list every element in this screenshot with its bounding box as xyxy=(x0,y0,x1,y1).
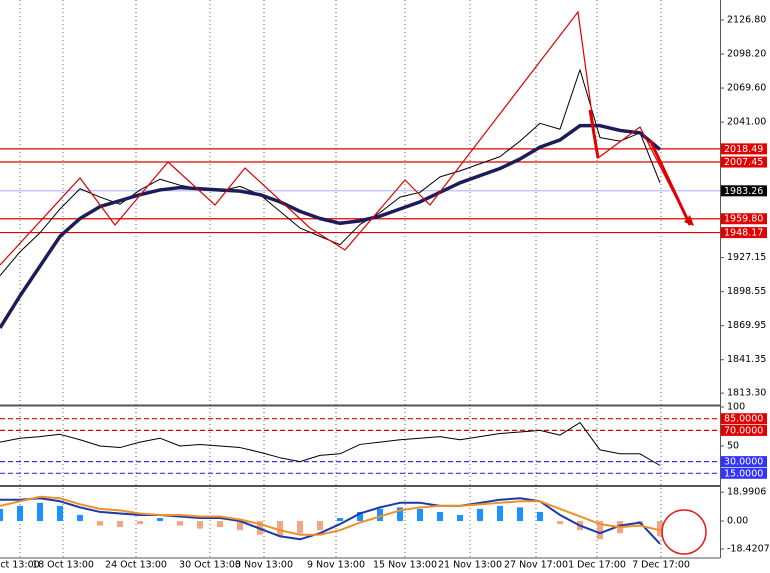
histogram-bar xyxy=(517,507,523,522)
histogram-bar xyxy=(417,508,423,522)
x-tick-label: 24 Oct 13:00 xyxy=(105,560,167,571)
histogram-bar xyxy=(497,505,503,522)
y-tick-label: 1869.95 xyxy=(727,320,766,331)
level-label-box xyxy=(721,143,767,155)
histogram-bar xyxy=(277,521,283,537)
histogram-bar xyxy=(357,511,363,522)
histogram-bar xyxy=(77,514,83,522)
histogram-bar xyxy=(457,514,463,522)
level-label-box xyxy=(721,156,767,168)
level-label-box xyxy=(721,227,767,239)
y-tick-label: 2069.60 xyxy=(727,83,766,94)
y-tick-label: 100 xyxy=(727,402,745,413)
level-label: 2007.45 xyxy=(724,157,763,168)
x-tick-label: 9 Nov 13:00 xyxy=(307,560,365,571)
level-label-box xyxy=(721,185,767,197)
series-line xyxy=(0,497,661,545)
level-label-box xyxy=(721,413,767,425)
x-tick-label: 15 Nov 13:00 xyxy=(373,560,437,571)
y-tick-label: 1813.30 xyxy=(727,388,766,399)
histogram-bar xyxy=(297,521,303,534)
histogram-bar xyxy=(57,505,63,522)
level-label: 1948.17 xyxy=(724,228,763,239)
grid xyxy=(0,0,724,558)
histogram-bar xyxy=(337,518,343,522)
level-label-box xyxy=(721,467,767,479)
x-tick-label: 1 Dec 17:00 xyxy=(568,560,626,571)
level-label: 1959.80 xyxy=(724,214,763,225)
histogram-bar xyxy=(377,508,383,522)
histogram-bar xyxy=(557,521,563,525)
histogram-bar xyxy=(137,521,143,525)
histogram-bar xyxy=(177,521,183,526)
histogram-bar xyxy=(397,507,403,522)
y-tick-label: 0.00 xyxy=(727,516,748,527)
histogram-bar xyxy=(537,511,543,522)
circle-annotation xyxy=(661,509,707,555)
x-tick-label: 27 Nov 17:00 xyxy=(504,560,568,571)
level-label-box xyxy=(721,456,767,468)
level-label: 2018.49 xyxy=(724,144,763,155)
arrow xyxy=(648,139,692,226)
level-label: 85.0000 xyxy=(724,414,763,425)
level-label: 15.0000 xyxy=(724,468,763,479)
histogram-bar xyxy=(37,502,43,522)
level-label-box xyxy=(721,424,767,436)
y-tick-label: 2041.00 xyxy=(727,117,766,128)
series-line xyxy=(0,422,661,466)
y-tick-label: 1841.35 xyxy=(727,354,766,365)
histogram-bar xyxy=(657,521,663,537)
histogram-bar xyxy=(317,521,323,531)
level-label: 30.0000 xyxy=(724,457,763,468)
series-line xyxy=(0,123,662,329)
x-tick-label: 7 Dec 17:00 xyxy=(632,560,690,571)
histogram-bar xyxy=(437,511,443,522)
y-tick-label: 1927.15 xyxy=(727,252,766,263)
histogram-bar xyxy=(597,521,603,540)
x-tick-label: 21 Nov 13:00 xyxy=(438,560,502,571)
x-tick-label: 18 Oct 13:00 xyxy=(32,560,94,571)
y-tick-label: -18.4207 xyxy=(727,544,770,555)
arrow xyxy=(588,109,600,159)
series-line xyxy=(0,495,661,536)
level-label-box xyxy=(721,213,767,225)
plot xyxy=(0,69,663,545)
y-tick-label: 1898.55 xyxy=(727,286,766,297)
histogram-bar xyxy=(157,518,163,522)
histogram-bar xyxy=(97,521,103,526)
histogram-bar xyxy=(0,508,3,522)
x-tick-label: 3 Nov 13:00 xyxy=(235,560,293,571)
histogram-bar xyxy=(477,508,483,522)
level-label: 1983.26 xyxy=(724,186,763,197)
y-tick-label: 2098.20 xyxy=(727,49,766,60)
histogram-bar xyxy=(237,521,243,531)
histogram-bar xyxy=(117,521,123,528)
histogram-bar xyxy=(217,521,223,528)
histogram-bar xyxy=(17,505,23,522)
y-tick-label: 50 xyxy=(727,441,739,452)
y-tick-label: 2126.80 xyxy=(727,14,766,25)
level-label: 70.0000 xyxy=(724,425,763,436)
y-tick-label: 18.9906 xyxy=(727,487,766,498)
histogram-bar xyxy=(197,521,203,529)
x-tick-label: ct 13:00 xyxy=(0,560,39,571)
x-tick-label: 30 Oct 13:00 xyxy=(179,560,241,571)
